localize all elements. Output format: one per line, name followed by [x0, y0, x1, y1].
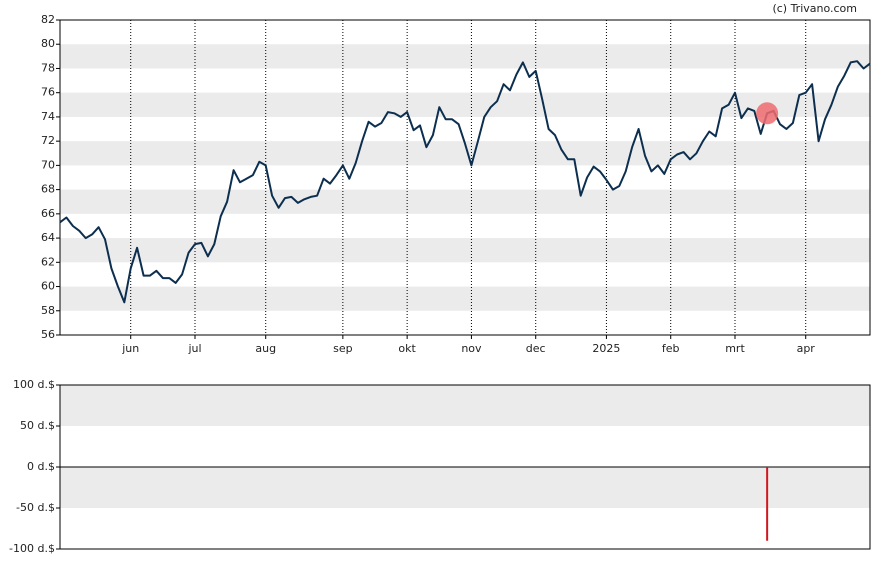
y-tick-label: 70: [41, 158, 55, 171]
price-line: [59, 60, 871, 304]
x-tick-label: dec: [526, 342, 546, 355]
stripe: [60, 44, 870, 69]
x-tick-label: nov: [461, 342, 482, 355]
y-tick-label: 80: [41, 37, 55, 50]
x-tick-label: okt: [398, 342, 416, 355]
stripe: [60, 92, 870, 117]
y-tick-label: 62: [41, 255, 55, 268]
y-tick-label: 56: [41, 328, 55, 341]
y-tick-label: 58: [41, 304, 55, 317]
x-tick-label: jul: [187, 342, 201, 355]
x-tick-label: 2025: [592, 342, 620, 355]
credit: (c) Trivano.com: [772, 2, 857, 15]
y-tick-label: 76: [41, 86, 55, 99]
highlight-marker: [756, 102, 779, 125]
y-tick-label: 60: [41, 280, 55, 293]
y-tick-label: 64: [41, 231, 55, 244]
x-tick-label: jun: [121, 342, 139, 355]
y-tick-label: 78: [41, 61, 55, 74]
y-tick-label: 68: [41, 183, 55, 196]
x-tick-label: sep: [333, 342, 352, 355]
y-tick-label: -50 d.$: [16, 501, 55, 514]
x-tick-label: aug: [255, 342, 276, 355]
stripe: [60, 385, 870, 426]
stripe: [60, 189, 870, 214]
stripe: [60, 238, 870, 263]
y-tick-label: -100 d.$: [9, 542, 55, 555]
y-tick-label: 66: [41, 207, 55, 220]
y-tick-label: 50 d.$: [20, 419, 55, 432]
y-tick-label: 74: [41, 110, 55, 123]
x-tick-label: mrt: [725, 342, 745, 355]
plot-frame: [59, 19, 871, 336]
x-tick-label: feb: [662, 342, 680, 355]
stripe: [60, 467, 870, 508]
stripe: [60, 286, 870, 311]
x-tick-label: apr: [797, 342, 816, 355]
y-tick-label: 100 d.$: [13, 378, 55, 391]
y-tick-label: 82: [41, 13, 55, 26]
y-tick-label: 72: [41, 134, 55, 147]
y-tick-label: 0 d.$: [27, 460, 55, 473]
